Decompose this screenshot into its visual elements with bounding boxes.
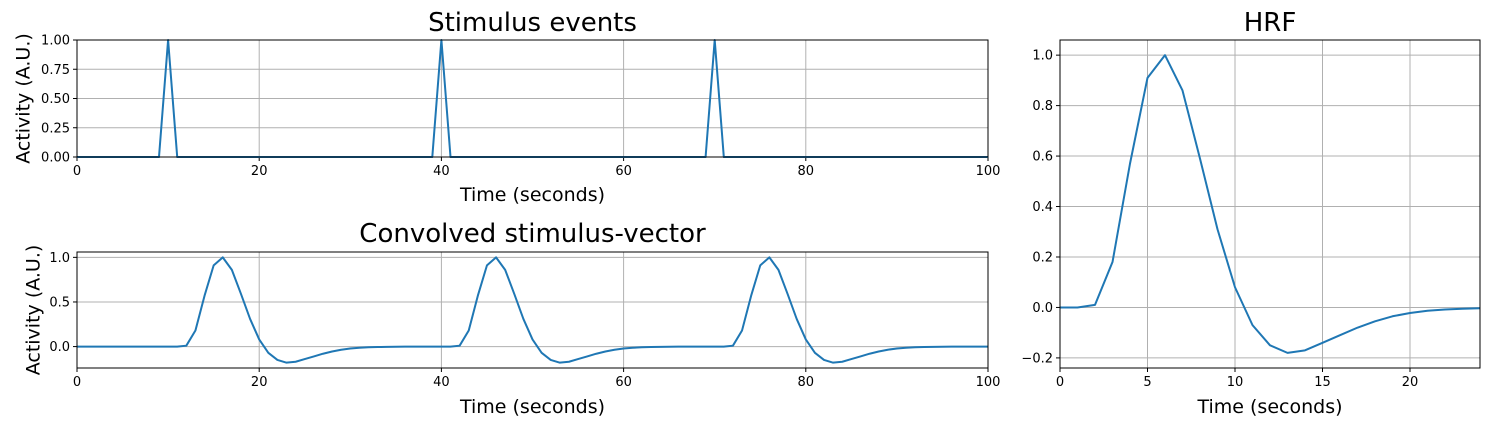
convolved-xlabel: Time (seconds) (459, 396, 605, 418)
x-tick-label: 20 (1402, 375, 1419, 390)
y-tick-label: 0.50 (41, 92, 70, 107)
stimulus-title: Stimulus events (428, 8, 637, 38)
convolved-title: Convolved stimulus-vector (359, 219, 706, 249)
hrf-series-line (1060, 54, 1481, 354)
convolved-ticks: 0 20 40 60 80 100 0.0 0.5 1.0 (49, 251, 1000, 390)
convolved-grid (76, 252, 989, 368)
hrf-axes-frame (1059, 39, 1481, 369)
stimulus-ticks: 0 20 40 60 80 100 0.00 0.25 0.50 0.75 1.00 (41, 34, 1000, 180)
y-tick-label: 0.0 (1032, 301, 1053, 316)
y-tick-label: 1.0 (49, 251, 70, 266)
stimulus-grid (76, 39, 989, 158)
hrf-panel: 0 5 10 15 20 −0.2 0.0 0.2 0.4 0.6 0.8 1.0 HRF Time … (1021, 8, 1481, 418)
x-tick-label: 80 (798, 164, 815, 179)
x-tick-label: 15 (1314, 375, 1331, 390)
hrf-xlabel: Time (seconds) (1196, 396, 1342, 418)
x-tick-label: 60 (615, 164, 632, 179)
x-tick-label: 100 (976, 164, 1001, 179)
x-tick-label: 60 (615, 375, 632, 390)
x-tick-label: 40 (433, 375, 450, 390)
y-tick-label: 0.75 (41, 63, 70, 78)
convolved-panel: 0 20 40 60 80 100 0.0 0.5 1.0 Convolved stimulus… (23, 219, 1001, 418)
y-tick-label: −0.2 (1021, 351, 1053, 366)
hrf-title: HRF (1244, 8, 1297, 38)
y-tick-label: 0.5 (49, 295, 70, 310)
x-tick-label: 80 (798, 375, 815, 390)
y-tick-label: 0.25 (41, 121, 70, 136)
x-tick-label: 100 (976, 375, 1001, 390)
stimulus-axes-frame (76, 39, 989, 158)
stimulus-ylabel: Activity (A.U.) (13, 33, 35, 164)
y-tick-label: 1.00 (41, 34, 70, 49)
x-tick-label: 5 (1143, 375, 1151, 390)
y-tick-label: 1.0 (1032, 49, 1053, 64)
x-tick-label: 0 (1056, 375, 1064, 390)
stimulus-xlabel: Time (seconds) (459, 184, 605, 206)
y-tick-label: 0.0 (49, 340, 70, 355)
y-tick-label: 0.4 (1032, 200, 1053, 215)
stimulus-events-panel: 0 20 40 60 80 100 0.00 0.25 0.50 0.75 1.00 Stimulu… (13, 8, 1001, 206)
x-tick-label: 0 (73, 375, 81, 390)
x-tick-label: 40 (433, 164, 450, 179)
hrf-ticks: 0 5 10 15 20 −0.2 0.0 0.2 0.4 0.6 0.8 1.0 (1021, 49, 1418, 390)
x-tick-label: 20 (251, 375, 268, 390)
convolved-axes-frame (76, 251, 989, 369)
y-tick-label: 0.8 (1032, 99, 1053, 114)
hrf-series (1059, 54, 1481, 354)
convolved-ylabel: Activity (A.U.) (23, 245, 45, 376)
y-tick-label: 0.00 (41, 151, 70, 166)
y-tick-label: 0.2 (1032, 250, 1053, 265)
x-tick-label: 20 (251, 164, 268, 179)
convolved-series (76, 256, 989, 364)
x-tick-label: 0 (73, 164, 81, 179)
y-tick-label: 0.6 (1032, 150, 1053, 165)
x-tick-label: 10 (1227, 375, 1244, 390)
